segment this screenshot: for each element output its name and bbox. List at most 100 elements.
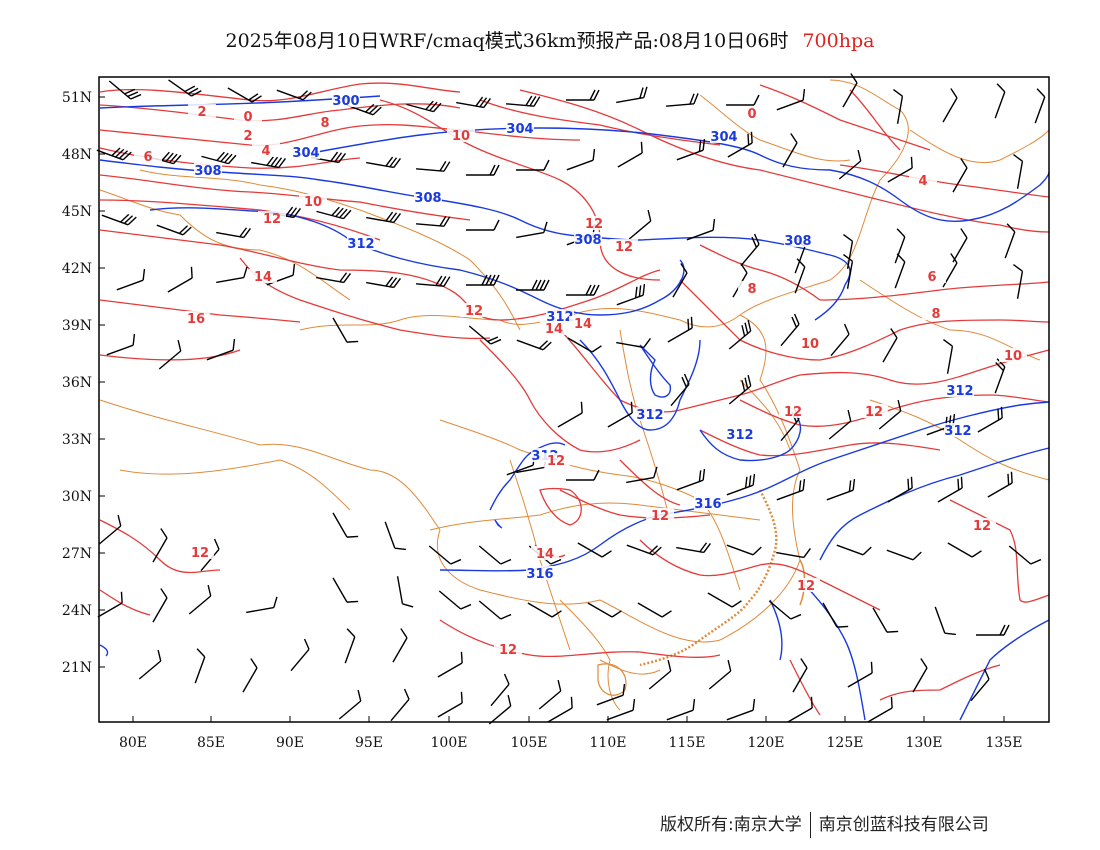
wind-barb-shaft [780,418,800,442]
wind-barb-feather [632,699,636,711]
wind-barb-shaft [894,261,906,289]
wind-barb-shaft [1016,271,1024,299]
wind-barb-feather [483,98,492,108]
temperature-contour-label: 12 [973,519,991,534]
contour-label-bg [494,642,522,656]
wind-barb-feather [950,88,958,99]
wind-barb-feather [400,628,408,639]
wind-barb [466,219,500,231]
wind-barb-feather [346,628,356,638]
wind-barb [887,156,913,183]
height-contour [769,599,783,661]
wind-barb [390,688,410,722]
height-contour [99,644,109,657]
wind-barb-feather [580,401,583,414]
wind-barb-feather [289,207,298,218]
wind-barb-shaft [616,96,644,104]
contour-label-bg [460,303,488,317]
wind-barb-feather [971,550,982,558]
wind-barb-shaft [666,709,694,721]
wind-barb-shaft [332,577,348,603]
contour-label-bg [779,404,807,418]
wind-barb-feather [803,548,812,558]
wind-barb [952,158,968,193]
temperature-contour [99,103,461,122]
temperature-contour-label: 12 [615,240,633,255]
wind-barb-shaft [101,214,129,226]
wind-barb-feather [593,284,600,296]
wind-barb-shaft [206,349,234,361]
wind-barb-feather [493,274,500,286]
wind-barb-feather [752,546,762,556]
contour-label-bg [946,383,974,397]
height-contour [699,414,802,462]
contour-label-bg [234,109,262,123]
wind-barb-shaft [242,667,258,693]
wind-barb [726,699,756,721]
wind-barb-feather [460,691,463,704]
wind-barb [794,258,806,294]
contour-label-bg [784,233,812,247]
wind-barb-shaft [994,91,1006,119]
wind-barb-feather [124,88,136,95]
wind-barb-shaft [201,155,229,165]
copyright-divider [809,812,811,838]
wind-barb-feather [191,90,202,97]
lat-label: 36N [62,375,92,391]
wind-barb-shaft [344,636,356,664]
height-contour-label: 308 [574,233,601,248]
coastline [639,489,778,667]
wind-barb-feather [920,658,928,669]
wind-barb-shaft [822,602,838,628]
wind-barb [216,266,248,284]
chart-title: 2025年08月10日WRF/cmaq模式36km预报产品:08月10日06时 7… [0,26,1100,53]
contour-label-bg [194,163,222,177]
wind-barb [566,149,596,171]
wind-barb [728,319,752,350]
lon-label: 95E [355,735,383,751]
wind-barb-feather [274,157,283,168]
contour-label-bg [447,128,475,142]
wind-barb-shaft [776,99,804,111]
wind-barb [437,651,463,678]
wind-barb-feather [687,318,690,331]
border-line [909,129,1050,164]
wind-barb-feather [983,668,990,680]
wind-barb-feather [393,158,402,168]
wind-barb-feather [507,694,512,707]
wind-barb [415,275,451,287]
wind-barb [96,147,132,161]
wind-barb-feather [389,157,398,168]
wind-barb [456,96,492,109]
wind-barb [557,401,583,428]
wind-barb-feather [243,228,252,238]
wind-barb-feather [910,476,913,489]
wind-barb-feather [460,603,472,610]
temperature-contour [99,124,581,146]
wind-barb-feather [157,649,162,662]
wind-barb-shaft [616,294,644,306]
wind-barb-shaft [894,236,906,264]
wind-barb-feather [475,96,484,107]
wind-barb-shaft [566,159,594,171]
wind-barb-feather [689,93,695,105]
wind-barb [987,471,1013,498]
border-line [99,189,351,301]
copyright-left: 版权所有:南京大学 [660,815,802,835]
wind-barb-feather [493,164,500,176]
wind-barb [686,219,716,241]
wind-barb-feather [243,266,248,278]
wind-barb-shaft [787,707,813,723]
wind-barbs [96,73,1046,725]
wind-barb [242,658,258,693]
wind-barb-shaft [887,167,913,183]
temperature-contour-label: 4 [261,144,270,159]
wind-barb [266,264,296,286]
wind-barb [676,139,706,161]
wind-barb-feather [403,688,410,700]
wind-barb [566,89,600,101]
wind-barb-feather [752,699,756,711]
height-contour-label: 304 [506,122,533,137]
wind-barb [882,328,898,363]
wind-barb-shaft [726,709,754,721]
